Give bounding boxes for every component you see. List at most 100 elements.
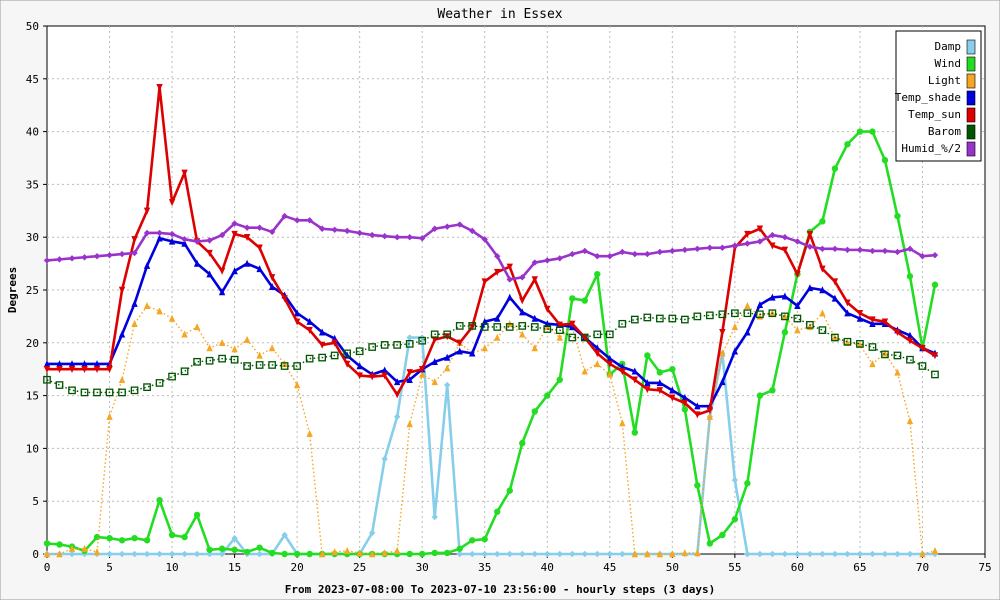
data-point <box>243 335 251 343</box>
data-point <box>268 361 276 369</box>
data-point <box>693 312 702 321</box>
data-point <box>281 295 288 303</box>
data-point <box>143 537 151 544</box>
data-point <box>906 273 914 280</box>
series-barom <box>43 309 939 397</box>
data-point <box>644 379 651 387</box>
y-tick-label: 15 <box>26 390 39 403</box>
data-point <box>181 550 188 558</box>
data-point <box>306 217 313 224</box>
data-point <box>531 344 538 352</box>
data-point <box>893 351 902 360</box>
data-point <box>193 259 201 267</box>
data-point <box>718 310 727 319</box>
data-point <box>218 267 226 275</box>
data-point <box>644 386 651 394</box>
data-point <box>669 386 676 394</box>
data-point <box>243 234 251 241</box>
data-point <box>181 330 188 338</box>
data-point <box>56 366 63 373</box>
data-point <box>268 274 276 282</box>
data-point <box>819 265 826 273</box>
data-point <box>230 355 239 364</box>
y-tick-label: 5 <box>32 495 39 508</box>
data-point <box>380 341 389 349</box>
data-point <box>56 256 63 263</box>
data-point <box>156 229 163 237</box>
data-point <box>731 309 739 318</box>
data-point <box>694 245 701 253</box>
data-point <box>569 295 576 302</box>
data-point <box>881 156 889 164</box>
data-point <box>81 544 88 552</box>
data-point <box>794 238 801 245</box>
x-tick-label: 70 <box>916 561 929 574</box>
data-point <box>131 319 138 327</box>
data-point <box>218 354 226 363</box>
data-point <box>68 366 76 373</box>
data-point <box>55 381 64 389</box>
series-humid-2 <box>43 212 939 283</box>
data-point <box>481 236 488 243</box>
data-point <box>894 212 901 220</box>
x-axis-label: From 2023-07-08:00 To 2023-07-10 23:56:0… <box>285 583 715 596</box>
data-point <box>593 330 602 339</box>
data-point <box>856 341 864 349</box>
y-axis-label: Degrees <box>6 267 19 313</box>
data-point <box>393 378 401 386</box>
data-point <box>506 276 513 283</box>
data-point <box>218 339 226 346</box>
x-tick-label: 50 <box>666 561 679 574</box>
data-point <box>556 550 563 558</box>
data-point <box>205 356 214 365</box>
data-point <box>581 247 588 255</box>
data-point <box>168 372 176 381</box>
data-point <box>256 265 263 273</box>
data-point <box>669 550 676 558</box>
data-point <box>844 550 851 558</box>
data-point <box>818 326 827 334</box>
data-point <box>469 349 476 357</box>
data-point <box>305 354 314 363</box>
series-line <box>46 312 936 394</box>
data-point <box>581 550 588 558</box>
legend-swatch <box>966 56 976 72</box>
data-point <box>143 261 151 269</box>
data-point <box>68 550 76 558</box>
data-point <box>43 366 51 373</box>
series-layer <box>43 84 939 558</box>
data-point <box>619 368 626 376</box>
data-point <box>168 230 176 238</box>
axes: 0 5 10 15 20 25 30 35 40 45 50 0 5 10 15 20 25 30 35 40 45 50… <box>26 20 992 574</box>
x-tick-label: 0 <box>44 561 51 574</box>
data-point <box>831 294 839 302</box>
data-point <box>831 165 839 172</box>
data-point <box>343 547 351 555</box>
data-point <box>919 344 926 352</box>
data-point <box>519 274 526 281</box>
data-point <box>906 550 914 558</box>
data-point <box>281 212 288 220</box>
data-point <box>118 330 126 338</box>
data-point <box>719 349 726 357</box>
data-point <box>631 250 639 258</box>
data-point <box>631 367 639 375</box>
data-point <box>368 550 376 558</box>
data-point <box>419 235 426 242</box>
data-point <box>731 323 739 331</box>
data-point <box>869 360 876 368</box>
data-point <box>494 253 501 260</box>
data-point <box>256 544 263 551</box>
data-point <box>519 439 526 447</box>
data-point <box>343 349 352 358</box>
data-point <box>43 257 51 264</box>
data-point <box>393 413 401 420</box>
data-point <box>856 128 864 135</box>
data-point <box>756 392 764 399</box>
data-point <box>206 270 213 278</box>
data-point <box>656 379 664 387</box>
data-point <box>56 550 63 558</box>
data-point <box>756 225 764 233</box>
data-point <box>293 550 301 558</box>
